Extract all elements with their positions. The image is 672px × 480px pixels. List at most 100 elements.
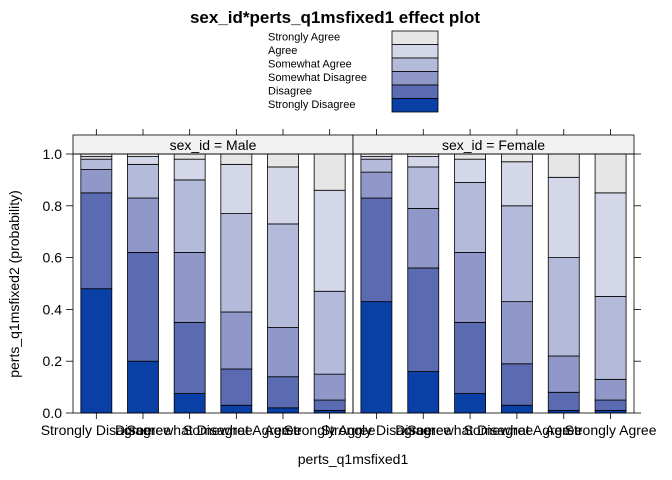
x-tick-label: Agree (264, 422, 302, 438)
y-tick-label: 0.6 (43, 250, 63, 266)
bar-segment (173, 153, 206, 160)
bar-segment (267, 376, 299, 409)
bar-segment (360, 197, 393, 303)
y-axis: 0.0 0.2 0.4 0.6 0.8 1.0 (43, 146, 641, 421)
bar-segment (454, 153, 486, 160)
x-tick-label: Somewhat Agree (464, 422, 571, 438)
bar-segment (594, 399, 627, 411)
bar-segment (547, 355, 580, 393)
legend-swatch (391, 30, 439, 45)
bar-segment (594, 153, 627, 194)
bar-segment (501, 153, 533, 163)
legend-label: Somewhat Disagree (268, 72, 367, 84)
panel-frame (72, 153, 354, 414)
legend-swatch (391, 44, 439, 59)
bar-segment (547, 391, 580, 411)
y-tick-label: 0.0 (43, 405, 63, 421)
bar-segment (313, 399, 346, 411)
legend-label: Strongly Agree (268, 32, 340, 44)
bar-segment (547, 176, 580, 258)
y-tick-label: 0.2 (43, 353, 63, 369)
bar-segment (267, 153, 299, 168)
x-tick-label: Agree (545, 422, 583, 438)
panel-frame (352, 153, 635, 414)
bar-segment (313, 373, 346, 401)
bar-segment (454, 182, 486, 253)
bar-segment (220, 153, 253, 165)
panel: sex_id = Male (72, 134, 354, 414)
bar-segment (173, 158, 206, 181)
bar-segment (454, 393, 486, 414)
bar-segment (454, 158, 486, 183)
x-tick-label: Somewhat Disagree (407, 422, 533, 438)
chart-title: sex_id*perts_q1msfixed1 effect plot (190, 8, 480, 27)
panel: sex_id = Female (352, 134, 635, 414)
x-tick-label: Somewhat Agree (183, 422, 290, 438)
bar-segment (501, 161, 533, 207)
bar-segment (594, 378, 627, 401)
legend-swatch (391, 57, 439, 72)
bar-segment (173, 252, 206, 323)
bar-segment (501, 301, 533, 365)
bar-segment (173, 179, 206, 253)
x-tick-label: Strongly Disagree (321, 422, 432, 438)
x-tick-label: Disagree (395, 422, 451, 438)
x-tick-label: Strongly Agree (565, 422, 657, 438)
panel-strip-label: sex_id = Male (170, 137, 257, 153)
panels: sex_id = Male sex_id = Female (72, 134, 635, 414)
bar-segment (267, 223, 299, 328)
x-tick-label: Strongly Agree (284, 422, 376, 438)
bar-segment (501, 363, 533, 406)
bar-segment (360, 158, 393, 173)
bar-segment (80, 158, 113, 170)
y-tick-label: 0.8 (43, 198, 63, 214)
bar-segment (220, 368, 253, 406)
x-tick-label: Strongly Disagree (41, 422, 152, 438)
bar-segment (313, 189, 346, 292)
bar-segment (80, 288, 113, 414)
bar-segment (454, 252, 486, 323)
bar-segment (407, 371, 440, 414)
bar-segment (407, 207, 440, 269)
y-tick-label: 1.0 (43, 146, 63, 162)
bar-segment (360, 301, 393, 414)
legend-label: Disagree (268, 86, 312, 98)
bar-segment (313, 153, 346, 191)
bar-segment (267, 166, 299, 225)
bar-segment (407, 166, 440, 209)
y-tick-label: 0.4 (43, 301, 63, 317)
bar-segment (220, 311, 253, 370)
bar-segment (127, 360, 159, 414)
bar-segment (127, 156, 159, 165)
bar-segment (407, 156, 440, 168)
x-tick-label: Disagree (115, 422, 171, 438)
panel-strip-label: sex_id = Female (442, 137, 545, 153)
legend-swatch (391, 84, 439, 99)
bar-segment (360, 171, 393, 199)
bar-segment (547, 153, 580, 178)
legend-swatch (391, 98, 439, 113)
bar-segment (127, 197, 159, 253)
bar-segment (594, 296, 627, 380)
bar-segment (173, 393, 206, 414)
bar-segment (127, 252, 159, 362)
bar-segment (173, 321, 206, 394)
bar-segment (220, 163, 253, 214)
y-axis-label: perts_q1msfixed2 (probability) (6, 190, 22, 378)
bar-segment (80, 169, 113, 194)
legend-label: Strongly Disagree (268, 99, 355, 111)
bar-segment (80, 192, 113, 290)
legend-label: Agree (268, 45, 297, 57)
x-tick-label: Somewhat Disagree (127, 422, 253, 438)
bar-segment (313, 290, 346, 375)
legend-swatch (391, 71, 439, 86)
x-axis-label: perts_q1msfixed1 (298, 451, 409, 467)
bar-segment (501, 205, 533, 303)
bar-segment (267, 327, 299, 378)
bar-segment (547, 257, 580, 357)
bar-segment (220, 213, 253, 313)
bar-segment (267, 407, 299, 414)
bar-segment (127, 163, 159, 199)
